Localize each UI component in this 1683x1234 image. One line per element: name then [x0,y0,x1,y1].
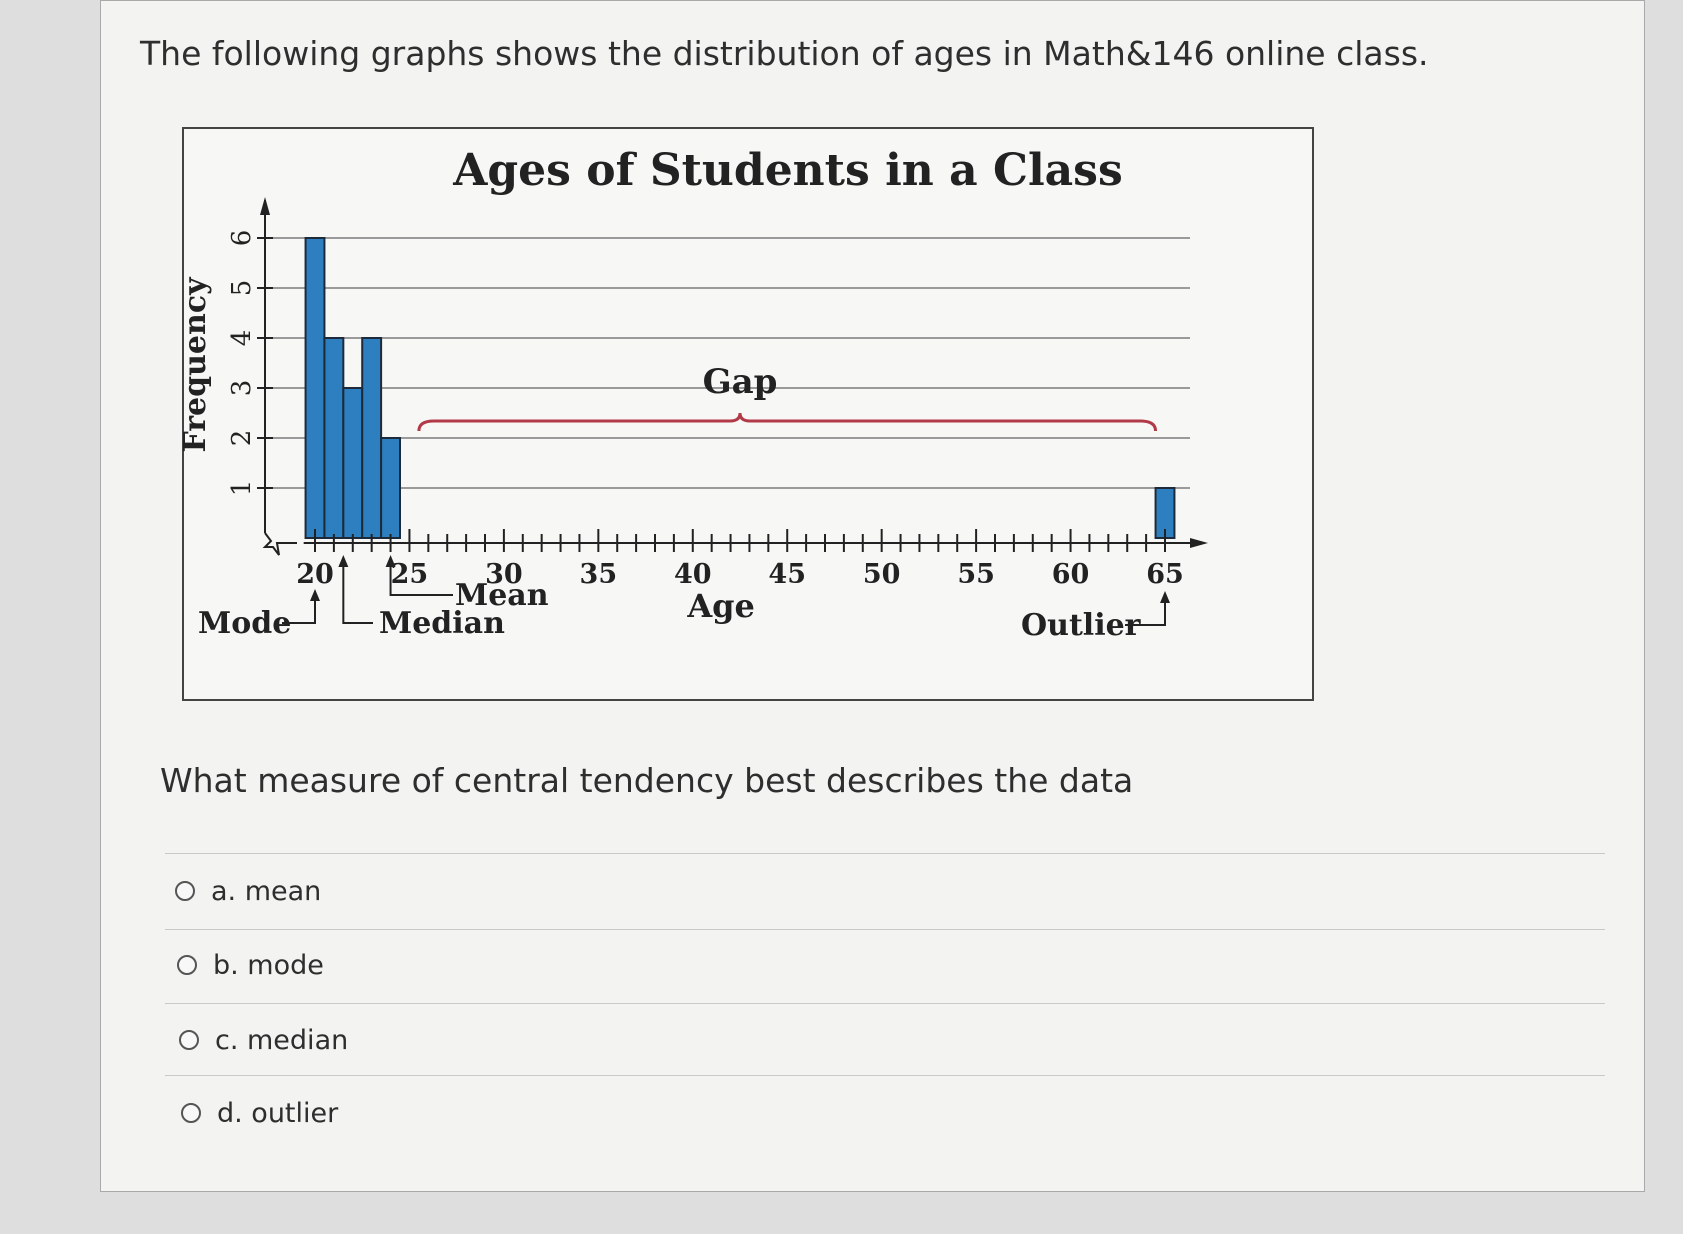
x-tick-label: 60 [1052,559,1090,590]
radio-circle[interactable] [181,1103,201,1123]
y-tick-label: 3 [227,380,257,397]
x-tick-labels: 20 25 30 35 40 45 50 55 60 65 [296,559,1184,590]
bar [304,237,326,539]
divider [165,853,1605,854]
y-tick-labels: 1 2 3 4 5 6 [227,230,257,497]
axes [257,197,1208,556]
mean-arrow-line [389,561,453,596]
question-text: What measure of central tendency best de… [160,761,1134,800]
y-tick-label: 4 [227,330,257,347]
y-tick-label: 5 [227,280,257,297]
x-tick-label: 35 [580,559,618,590]
x-tick-label: 45 [768,559,806,590]
radio-circle[interactable] [179,1030,199,1050]
mode-arrow-line [282,597,316,624]
divider [165,929,1605,930]
chart-title: Ages of Students in a Class [452,145,1122,196]
y-axis-label: Frequency [178,276,213,453]
option-mode[interactable]: b. mode [177,945,324,985]
x-tick-label: 20 [296,559,334,590]
median-arrowhead [338,555,349,567]
x-tick-label: 65 [1146,559,1184,590]
x-axis-label: Age [686,587,755,625]
x-axis-arrow [1190,538,1208,548]
mean-label: Mean [455,578,549,613]
question-prompt: The following graphs shows the distribut… [140,34,1429,73]
option-label: b. mode [213,949,324,981]
y-tick-label: 6 [227,230,257,247]
axis-break [262,532,297,556]
x-tick-label: 30 [485,559,523,590]
mean-arrowhead [385,555,396,567]
outlier-label: Outlier [1021,608,1142,643]
mode-arrowhead [310,589,320,601]
x-tick-label: 50 [863,559,901,590]
y-axis-arrow [260,197,270,215]
median-label: Median [379,606,505,641]
x-tick-label: 55 [957,559,995,590]
bar [380,437,402,539]
bar [361,337,383,539]
outlier-arrow-line [1125,599,1166,626]
option-outlier[interactable]: d. outlier [181,1093,338,1133]
option-label: a. mean [211,875,322,907]
gap-brace [417,412,1158,432]
gridlines [265,237,1190,489]
y-tick-label: 2 [227,430,257,447]
x-tick-label: 25 [391,559,429,590]
divider [165,1003,1605,1004]
y-tick-label: 1 [227,480,257,497]
outlier-arrowhead [1160,591,1170,603]
option-label: d. outlier [217,1097,339,1129]
divider [165,1075,1605,1076]
gap-label: Gap [703,362,778,402]
x-tick-label: 40 [674,559,712,590]
bar [342,387,364,539]
mode-label: Mode [198,606,291,641]
option-label: c. median [215,1024,349,1056]
bar [323,337,345,539]
option-mean[interactable]: a. mean [175,871,321,911]
median-arrow-line [342,561,373,624]
radio-circle[interactable] [177,955,197,975]
radio-circle[interactable] [175,881,195,901]
option-median[interactable]: c. median [179,1020,348,1060]
